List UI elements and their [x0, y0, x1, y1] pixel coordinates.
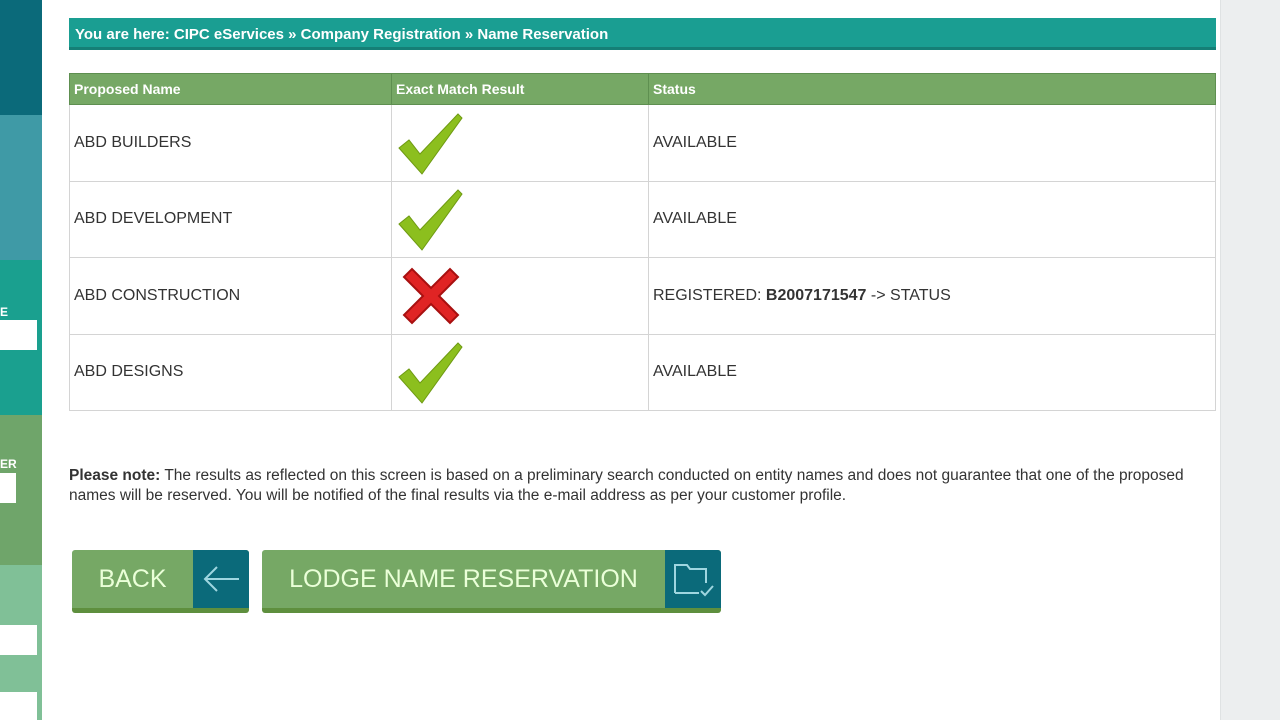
table-row: ABD BUILDERS AVAILABLE [69, 104, 1216, 182]
column-header: Exact Match Result [391, 73, 649, 105]
sidebar-label: ER [0, 457, 17, 471]
sidebar: E ER [0, 0, 42, 722]
check-icon [391, 333, 649, 411]
folder-check-icon [665, 550, 721, 608]
status-cell: AVAILABLE [648, 180, 1216, 258]
status-text: AVAILABLE [653, 363, 737, 381]
status-link[interactable]: -> STATUS [866, 286, 951, 304]
lodge-name-reservation-button[interactable]: LODGE NAME RESERVATION [262, 550, 721, 613]
column-header: Status [648, 73, 1216, 105]
arrow-left-icon [193, 550, 249, 608]
check-icon [391, 180, 649, 258]
sidebar-segment [0, 0, 42, 115]
proposed-name: ABD DEVELOPMENT [69, 180, 392, 258]
table-row: ABD DESIGNS AVAILABLE [69, 333, 1216, 411]
table-row: ABD DEVELOPMENT AVAILABLE [69, 180, 1216, 258]
back-label: BACK [98, 564, 167, 593]
status-cell: AVAILABLE [648, 333, 1216, 411]
status-cell: AVAILABLE [648, 104, 1216, 182]
sidebar-input[interactable] [0, 625, 37, 655]
scroll-gutter [1220, 0, 1280, 720]
sidebar-input[interactable] [0, 320, 37, 350]
column-header: Proposed Name [69, 73, 392, 105]
status-text: AVAILABLE [653, 210, 737, 228]
sidebar-segment [0, 115, 42, 260]
registration-number: B2007171547 [765, 286, 867, 304]
status-text: REGISTERED: [653, 286, 766, 304]
sidebar-input[interactable] [0, 692, 37, 722]
status-text: AVAILABLE [653, 133, 737, 151]
note-text: The results as reflected on this screen … [69, 467, 1184, 504]
check-icon [391, 104, 649, 182]
please-note: Please note: The results as reflected on… [69, 466, 1219, 506]
results-table: Proposed Name Exact Match Result Status … [69, 73, 1216, 411]
lodge-label: LODGE NAME RESERVATION [289, 564, 638, 593]
note-label: Please note: [69, 467, 161, 484]
proposed-name: ABD CONSTRUCTION [69, 257, 392, 335]
back-button[interactable]: BACK [72, 550, 249, 613]
status-cell: REGISTERED: B2007171547 -> STATUS [648, 257, 1216, 335]
cross-icon [391, 257, 649, 335]
proposed-name: ABD BUILDERS [69, 104, 392, 182]
proposed-name: ABD DESIGNS [69, 333, 392, 411]
breadcrumb: You are here: CIPC eServices » Company R… [69, 18, 1216, 50]
sidebar-label: E [0, 305, 9, 319]
sidebar-input[interactable] [0, 473, 16, 503]
table-row: ABD CONSTRUCTION REGISTERED: B2007171547 … [69, 257, 1216, 335]
